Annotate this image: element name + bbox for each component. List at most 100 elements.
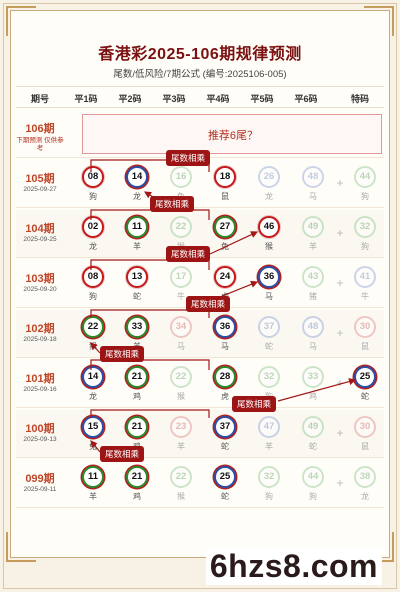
- row-date: 2025-09-16: [23, 386, 57, 393]
- corner-ornament: [6, 532, 36, 562]
- prediction-period: 106期: [25, 123, 55, 135]
- zodiac-label: 狗: [361, 192, 369, 201]
- row-period: 099期: [25, 473, 55, 485]
- tail-multiply-tag: 尾数相乘: [186, 296, 231, 312]
- zodiac-label: 龙: [133, 192, 141, 201]
- row-date: 2025-09-13: [23, 436, 57, 443]
- tail-multiply-tag: 尾数相乘: [100, 346, 145, 362]
- number-ball: 25: [214, 466, 236, 488]
- number-ball: 22: [170, 216, 192, 238]
- number-ball: 41: [354, 266, 376, 288]
- tail-multiply-tag: 尾数相乘: [166, 246, 211, 262]
- plus-icon: +: [336, 326, 344, 340]
- zodiac-label: 马: [265, 292, 273, 301]
- row-date: 2025-09-11: [23, 486, 57, 493]
- col-header-p2: 平2码: [118, 94, 142, 104]
- number-ball: 38: [354, 466, 376, 488]
- number-ball: 08: [82, 166, 104, 188]
- corner-ornament: [6, 6, 36, 36]
- zodiac-label: 蛇: [265, 342, 273, 351]
- number-ball: 46: [258, 216, 280, 238]
- zodiac-label: 马: [309, 192, 317, 201]
- number-ball: 33: [126, 316, 148, 338]
- number-ball: 23: [170, 416, 192, 438]
- number-ball: 27: [214, 216, 236, 238]
- col-header-p3: 平3码: [162, 94, 186, 104]
- zodiac-label: 猴: [177, 392, 185, 401]
- zodiac-label: 狗: [89, 192, 97, 201]
- zodiac-label: 虎: [221, 392, 229, 401]
- number-ball: 17: [170, 266, 192, 288]
- number-ball: 28: [214, 366, 236, 388]
- row-period: 102期: [25, 323, 55, 335]
- number-ball: 02: [82, 216, 104, 238]
- zodiac-label: 狗: [361, 242, 369, 251]
- number-ball: 37: [214, 416, 236, 438]
- number-ball: 30: [354, 416, 376, 438]
- zodiac-label: 蛇: [221, 492, 229, 501]
- row-period: 100期: [25, 423, 55, 435]
- tail-multiply-tag: 尾数相乘: [166, 150, 211, 166]
- number-ball: 08: [82, 266, 104, 288]
- zodiac-label: 马: [177, 342, 185, 351]
- row-date: 2025-09-25: [23, 236, 57, 243]
- zodiac-label: 狗: [309, 492, 317, 501]
- brand-watermark: 6hzs8.com: [205, 548, 382, 585]
- number-ball: 21: [126, 366, 148, 388]
- zodiac-label: 龙: [89, 242, 97, 251]
- zodiac-label: 龙: [361, 492, 369, 501]
- number-ball: 11: [82, 466, 104, 488]
- zodiac-label: 羊: [265, 442, 273, 451]
- plus-icon: +: [336, 426, 344, 440]
- zodiac-label: 龙: [89, 392, 97, 401]
- zodiac-label: 龙: [265, 192, 273, 201]
- zodiac-label: 鼠: [361, 342, 369, 351]
- number-ball: 36: [258, 266, 280, 288]
- tail-multiply-tag: 尾数相乘: [150, 196, 195, 212]
- number-ball: 33: [302, 366, 324, 388]
- col-header-p5: 平5码: [250, 94, 274, 104]
- number-ball: 34: [170, 316, 192, 338]
- col-header-period: 期号: [30, 94, 49, 104]
- row-period: 104期: [25, 223, 55, 235]
- number-ball: 16: [170, 166, 192, 188]
- zodiac-label: 鼠: [361, 442, 369, 451]
- number-ball: 44: [302, 466, 324, 488]
- number-ball: 43: [302, 266, 324, 288]
- zodiac-label: 牛: [361, 292, 369, 301]
- row-date: 2025-09-27: [23, 186, 57, 193]
- number-ball: 26: [258, 166, 280, 188]
- number-ball: 11: [126, 216, 148, 238]
- number-ball: 30: [354, 316, 376, 338]
- col-header-p6: 平6码: [294, 94, 318, 104]
- number-ball: 14: [126, 166, 148, 188]
- row-period: 101期: [25, 373, 55, 385]
- plus-icon: +: [336, 376, 344, 390]
- zodiac-label: 兔: [221, 242, 229, 251]
- number-ball: 48: [302, 166, 324, 188]
- row-period: 103期: [25, 273, 55, 285]
- plus-icon: +: [336, 276, 344, 290]
- number-ball: 14: [82, 366, 104, 388]
- col-header-p1: 平1码: [74, 94, 98, 104]
- page-subtitle: 尾数/低风险/7期公式 (编号:2025106-005): [113, 69, 287, 80]
- tail-multiply-tag: 尾数相乘: [232, 396, 277, 412]
- zodiac-label: 鸡: [133, 492, 141, 501]
- number-ball: 24: [214, 266, 236, 288]
- zodiac-label: 羊: [309, 242, 317, 251]
- zodiac-label: 蛇: [309, 442, 317, 451]
- number-ball: 44: [354, 166, 376, 188]
- number-ball: 32: [354, 216, 376, 238]
- zodiac-label: 羊: [177, 442, 185, 451]
- col-header-special: 特码: [350, 94, 369, 104]
- zodiac-label: 狗: [89, 292, 97, 301]
- zodiac-label: 鸡: [133, 392, 141, 401]
- number-ball: 22: [170, 466, 192, 488]
- number-ball: 36: [214, 316, 236, 338]
- zodiac-label: 蛇: [133, 292, 141, 301]
- zodiac-label: 马: [221, 342, 229, 351]
